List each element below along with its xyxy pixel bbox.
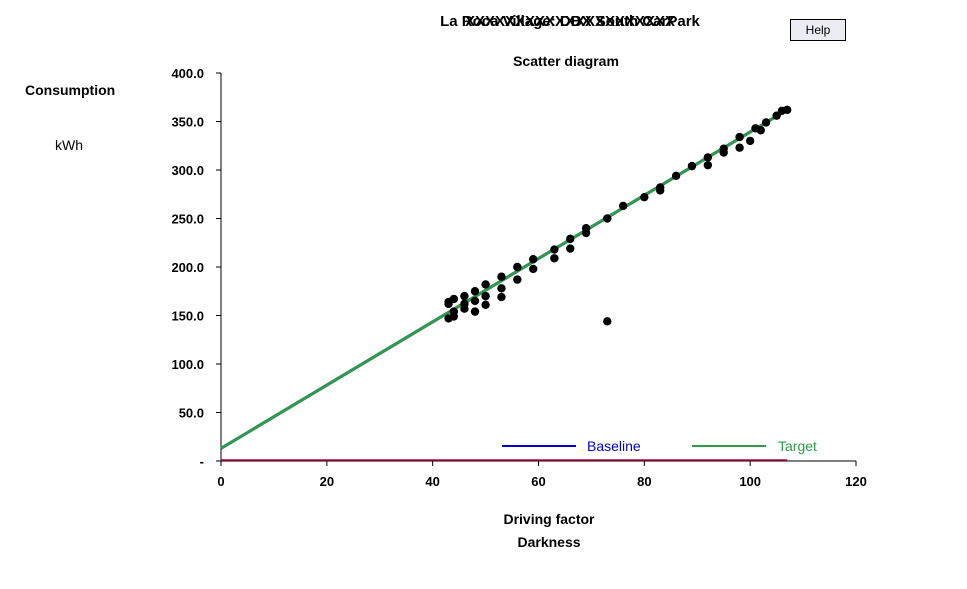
data-point	[735, 132, 744, 142]
x-axis-label: Driving factor	[503, 511, 595, 527]
y-axis-label: Consumption	[25, 82, 116, 98]
data-point	[687, 161, 697, 171]
x-tick-label: 120	[845, 474, 867, 489]
y-tick-label: 350.0	[171, 115, 204, 130]
data-point	[703, 160, 713, 170]
chart-subtitle: Scatter diagram	[513, 53, 619, 69]
y-axis-unit: kWh	[55, 137, 83, 153]
legend-target-label: Target	[778, 438, 817, 454]
data-point	[513, 262, 522, 272]
data-point	[470, 287, 480, 296]
data-point	[640, 192, 649, 202]
x-tick-label: 100	[739, 474, 761, 489]
data-point	[735, 143, 744, 152]
y-tick-label: 400.0	[171, 66, 204, 81]
data-point	[481, 280, 490, 289]
x-axis-sublabel: Darkness	[517, 534, 581, 550]
y-tick-label: -	[200, 454, 204, 469]
data-point	[460, 304, 469, 313]
data-point	[719, 148, 728, 157]
legend-baseline-label: Baseline	[587, 438, 641, 454]
data-point	[529, 255, 538, 264]
data-point	[745, 136, 755, 146]
data-point	[772, 111, 781, 120]
data-point	[618, 201, 628, 211]
data-point	[671, 171, 681, 181]
data-point	[566, 234, 575, 244]
y-tick-label: 300.0	[171, 163, 204, 178]
data-point	[513, 275, 522, 284]
y-tick-label: 50.0	[179, 406, 204, 421]
chart-title: La Roca Village: DBX South CarPark	[440, 13, 700, 30]
x-tick-label: 20	[320, 474, 334, 489]
data-point	[481, 291, 490, 301]
data-point	[460, 291, 469, 301]
data-point	[783, 105, 792, 115]
data-point	[603, 317, 612, 326]
data-point	[550, 245, 559, 254]
data-point	[581, 228, 591, 238]
data-point	[449, 294, 459, 304]
data-point	[703, 153, 713, 162]
y-tick-label: 150.0	[171, 309, 204, 324]
data-point	[497, 272, 506, 281]
x-tick-label: 0	[217, 474, 224, 489]
help-button[interactable]: Help	[790, 19, 846, 41]
data-point	[529, 264, 538, 274]
data-point	[550, 254, 559, 263]
data-point	[756, 126, 765, 135]
chart-title-underlay: XXXXXXXXXXXXXXXXXXXXX	[464, 13, 676, 30]
data-point	[603, 214, 612, 223]
data-point	[761, 118, 771, 127]
y-tick-label: 200.0	[171, 260, 204, 275]
y-tick-label: 250.0	[171, 212, 204, 227]
x-tick-label: 40	[425, 474, 439, 489]
data-point	[449, 312, 459, 321]
data-point	[566, 244, 575, 253]
data-point	[470, 307, 480, 316]
data-point	[470, 296, 480, 306]
data-point	[497, 292, 506, 302]
data-point	[444, 299, 453, 309]
y-tick-label: 100.0	[171, 357, 204, 372]
data-point	[656, 186, 665, 195]
x-tick-label: 60	[531, 474, 545, 489]
data-point	[497, 284, 506, 293]
data-point	[481, 300, 490, 310]
x-tick-label: 80	[637, 474, 651, 489]
